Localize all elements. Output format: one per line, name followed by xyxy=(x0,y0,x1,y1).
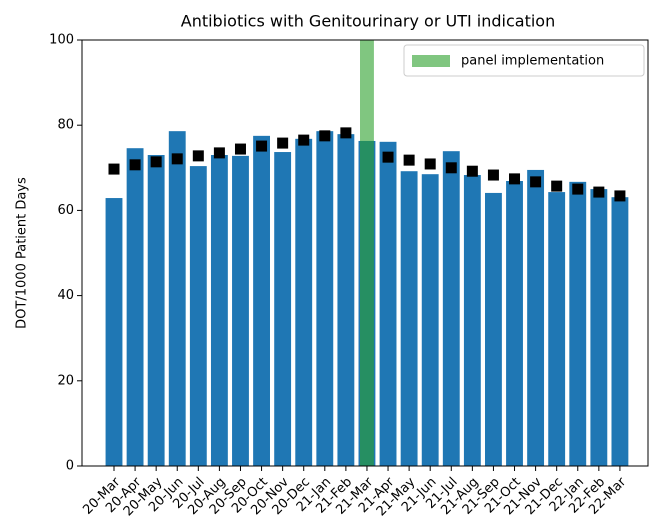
marker xyxy=(192,150,204,162)
marker xyxy=(298,134,310,146)
bar xyxy=(485,192,502,466)
bar xyxy=(274,152,292,466)
bar xyxy=(147,155,165,466)
marker xyxy=(530,176,542,188)
y-axis-label: DOT/1000 Patient Days xyxy=(15,177,30,329)
bar xyxy=(548,192,566,466)
bar xyxy=(337,134,355,466)
marker xyxy=(551,180,563,192)
legend-swatch xyxy=(412,55,450,67)
legend-box xyxy=(403,44,645,77)
plot-frame xyxy=(81,39,649,467)
bar xyxy=(379,141,397,466)
chart-title: Antibiotics with Genitourinary or UTI in… xyxy=(181,12,555,31)
marker xyxy=(171,153,183,165)
highlight-band xyxy=(360,40,374,466)
y-tick-label: 0 xyxy=(66,459,74,474)
bar xyxy=(463,175,481,467)
bar xyxy=(590,189,608,466)
bar xyxy=(611,197,629,466)
y-tick-label: 100 xyxy=(49,33,74,48)
bar xyxy=(400,171,418,466)
marker xyxy=(213,147,225,159)
marker xyxy=(340,127,352,139)
marker xyxy=(382,151,394,163)
bar xyxy=(421,174,439,466)
marker xyxy=(277,137,289,149)
bar xyxy=(189,166,207,466)
bar xyxy=(527,169,545,466)
marker xyxy=(319,130,331,142)
marker xyxy=(614,190,626,202)
marker xyxy=(129,159,141,171)
marker xyxy=(487,169,499,181)
bar xyxy=(506,181,523,467)
bar xyxy=(316,131,334,466)
legend-label: panel implementation xyxy=(461,54,604,69)
marker xyxy=(572,183,584,195)
y-tick-label: 60 xyxy=(57,203,74,218)
marker xyxy=(593,186,605,198)
marker xyxy=(424,158,436,170)
y-tick-label: 20 xyxy=(57,373,74,388)
y-tick-label: 80 xyxy=(57,118,74,133)
bar xyxy=(126,148,144,467)
marker xyxy=(466,165,478,177)
marker xyxy=(509,173,521,185)
marker xyxy=(445,162,457,174)
bar xyxy=(105,198,123,466)
marker xyxy=(256,140,268,152)
y-tick-label: 40 xyxy=(57,288,74,303)
marker xyxy=(108,163,120,175)
bar xyxy=(442,151,460,466)
marker xyxy=(234,143,246,155)
bar xyxy=(232,155,249,466)
marker xyxy=(150,156,162,168)
bar xyxy=(168,131,186,466)
bar xyxy=(569,181,587,466)
bar xyxy=(295,138,313,466)
bar xyxy=(210,155,228,466)
marker xyxy=(403,154,415,166)
bar xyxy=(253,135,270,466)
